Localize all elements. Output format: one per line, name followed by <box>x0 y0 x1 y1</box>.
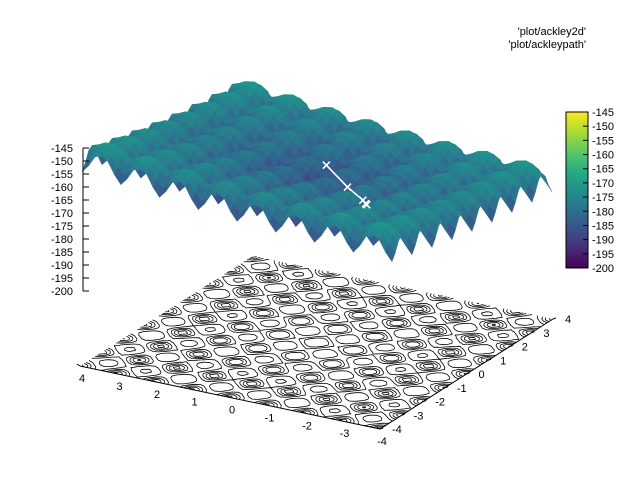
y-tick-label: -4 <box>392 424 402 436</box>
y-tick-label: -2 <box>435 397 445 409</box>
x-tick-mark <box>301 410 306 414</box>
legend-entry-ackley2d: 'plot/ackley2d' <box>518 26 586 38</box>
y-tick-mark <box>552 317 557 320</box>
z-tick-label: -175 <box>51 221 73 233</box>
z-tick-label: -150 <box>51 156 73 168</box>
z-tick-label: -180 <box>51 234 73 246</box>
colorbar-tick-label: -180 <box>592 206 614 218</box>
contour-projection <box>81 256 552 429</box>
contour-level-4 <box>88 259 545 426</box>
colorbar-tick-label: -190 <box>592 235 614 247</box>
y-tick-label: 1 <box>500 355 506 367</box>
z-tick-label: -160 <box>51 182 73 194</box>
colorbar-tick-label: -185 <box>592 220 614 232</box>
x-tick-label: 1 <box>191 397 197 409</box>
contour-level-1 <box>81 256 552 429</box>
x-tick-label: -2 <box>302 420 312 432</box>
x-tick-label: -4 <box>377 436 387 448</box>
colorbar-tick-label: -175 <box>592 192 614 204</box>
y-tick-mark <box>466 372 470 375</box>
contour-level-5 <box>98 262 535 423</box>
colorbar-tick-label: -195 <box>592 249 614 261</box>
z-tick-label: -165 <box>51 195 73 207</box>
y-tick-mark <box>401 413 405 416</box>
z-tick-label: -195 <box>51 273 73 285</box>
y-tick-label: -1 <box>457 383 467 395</box>
x-tick-mark <box>114 371 118 375</box>
contour-level-3 <box>85 257 548 428</box>
x-tick-label: 0 <box>229 405 235 417</box>
colorbar-tick-label: -155 <box>592 135 614 147</box>
x-tick-label: 2 <box>154 389 160 401</box>
x-tick-mark <box>189 387 193 391</box>
x-tick-mark <box>264 402 268 406</box>
x-tick-label: -1 <box>265 412 275 424</box>
y-tick-mark <box>531 331 535 334</box>
x-tick-mark <box>76 363 81 367</box>
legend-entry-ackleypath: 'plot/ackleypath' <box>508 39 586 51</box>
z-tick-label: -155 <box>51 169 73 181</box>
y-tick-label: 0 <box>479 369 485 381</box>
y-tick-label: 2 <box>522 342 528 354</box>
y-tick-mark <box>444 386 449 389</box>
contour-level-2 <box>83 257 550 428</box>
y-tick-mark <box>379 427 384 430</box>
colorbar-tick-label: -160 <box>592 150 614 162</box>
z-tick-label: -190 <box>51 260 73 272</box>
y-tick-mark <box>487 358 492 361</box>
x-tick-mark <box>376 426 381 430</box>
x-tick-label: -3 <box>340 428 350 440</box>
y-tick-label: 3 <box>543 328 549 340</box>
colorbar-tick-label: -150 <box>592 121 614 133</box>
z-tick-label: -200 <box>51 286 73 298</box>
y-tick-mark <box>423 400 427 402</box>
y-tick-mark <box>509 345 513 347</box>
path-marker <box>343 183 352 192</box>
x-tick-label: 3 <box>116 381 122 393</box>
colorbar-tick-label: -165 <box>592 164 614 176</box>
x-tick-mark <box>339 418 343 422</box>
colorbar-tick-label: -145 <box>592 107 614 119</box>
colorbar-tick-label: -200 <box>592 263 614 275</box>
colorbar-tick-label: -170 <box>592 178 614 190</box>
z-tick-label: -145 <box>51 143 73 155</box>
surface-facet <box>542 177 553 192</box>
colorbar: -145 -150 -155 -160 -165 -170 -175 -180 -185 -190… <box>565 107 614 275</box>
path-marker <box>322 161 331 170</box>
z-tick-label: -185 <box>51 247 73 259</box>
x-tick-label: 4 <box>79 373 85 385</box>
colorbar-gradient <box>565 111 589 269</box>
x-tick-mark <box>226 395 231 398</box>
base-axes: 4 3 2 1 0 -1 -2 -3 -4 -4 -3 -2 -1 0 1 2 3 4 <box>76 314 571 448</box>
ackley-path-line <box>322 161 371 209</box>
x-tick-mark <box>151 379 156 383</box>
surface-facet <box>385 244 396 263</box>
surface-mesh <box>81 81 553 263</box>
y-tick-label: 4 <box>565 314 571 326</box>
path-marker <box>362 200 371 209</box>
y-tick-label: -3 <box>414 410 424 422</box>
z-tick-label: -170 <box>51 208 73 220</box>
z-axis: -145-150-155-160-165-170-175-180-185-190… <box>51 143 89 298</box>
